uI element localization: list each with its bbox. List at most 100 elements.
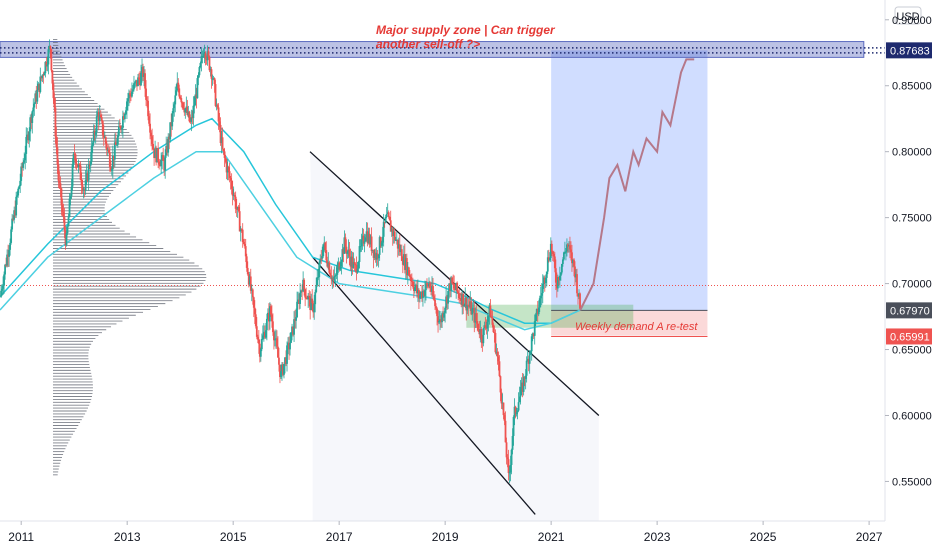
- candle-body: [535, 309, 538, 315]
- candle-body: [339, 266, 342, 270]
- candle-body: [354, 264, 357, 266]
- candle-body: [526, 358, 529, 361]
- candle-body: [289, 342, 291, 350]
- candle-body: [185, 106, 188, 109]
- candle-body: [446, 296, 449, 304]
- y-tick-label: 0.65000: [892, 345, 932, 357]
- candle-body: [412, 286, 415, 291]
- candle-body: [422, 291, 424, 299]
- candle-body: [145, 88, 147, 100]
- candle-body: [572, 259, 574, 264]
- candle-body: [109, 166, 112, 171]
- candle-body: [90, 145, 93, 162]
- candle-body: [445, 296, 448, 308]
- candle-body: [102, 134, 105, 138]
- candle-body: [507, 459, 510, 473]
- candle-body: [381, 236, 384, 243]
- candle-body: [277, 346, 279, 358]
- candle-body: [448, 283, 451, 291]
- candle-body: [51, 70, 54, 84]
- candle-body: [468, 305, 471, 307]
- candle-body: [169, 122, 172, 140]
- candle-body: [372, 249, 375, 258]
- candle-body: [487, 316, 490, 322]
- candle-body: [349, 256, 352, 267]
- candle-body: [18, 186, 21, 189]
- candle-body: [547, 257, 550, 261]
- candle-body: [385, 213, 388, 217]
- candle-body: [490, 316, 493, 318]
- candle-body: [327, 262, 330, 267]
- candle-body: [449, 283, 452, 291]
- candle-body: [430, 288, 432, 292]
- candle-body: [413, 287, 416, 291]
- supply-zone: [0, 41, 865, 58]
- candle-body: [375, 253, 378, 260]
- candle-body: [218, 121, 221, 125]
- candle-body: [404, 258, 407, 270]
- candle-body: [50, 49, 53, 71]
- candle-body: [425, 283, 427, 291]
- candle-body: [343, 237, 346, 254]
- candle-body: [548, 257, 551, 261]
- candle-body: [40, 76, 43, 79]
- candle-body: [346, 251, 349, 254]
- candle-body: [282, 364, 284, 375]
- candle-body: [406, 267, 409, 276]
- x-axis[interactable]: 2011 2013 2015 2017 2019 2021 2023 2025 2027: [8, 521, 883, 544]
- candle-body: [552, 253, 555, 257]
- candle-body: [313, 304, 316, 313]
- y-axis[interactable]: 0.90000 0.85000 0.80000 0.75000 0.70000 0.650…: [885, 15, 932, 489]
- candle-body: [418, 289, 420, 299]
- candle-body: [369, 236, 372, 245]
- candle-body: [171, 113, 174, 127]
- candle-body: [24, 153, 27, 161]
- supply-note-line-2: another sell-off ?>: [376, 37, 480, 51]
- candle-body: [315, 285, 318, 293]
- candle-body: [19, 180, 22, 187]
- candle-body: [166, 146, 169, 153]
- currency-unit-button[interactable]: USD: [894, 6, 922, 25]
- candle-body: [212, 78, 215, 80]
- candle-body: [14, 210, 17, 216]
- candle-body: [534, 314, 537, 322]
- candle-body: [320, 258, 323, 260]
- candle-body: [80, 180, 83, 186]
- moving-average-line: [0, 117, 581, 324]
- candle-body: [221, 137, 224, 149]
- candle-body: [179, 96, 182, 99]
- candle-body: [471, 308, 474, 315]
- candle-body: [356, 268, 359, 273]
- candle-body: [378, 237, 381, 255]
- candle-body: [45, 61, 48, 67]
- candle-body: [408, 275, 411, 277]
- candle-body: [392, 231, 395, 236]
- candle-body: [479, 329, 482, 335]
- candle-body: [243, 243, 246, 247]
- candle-body: [303, 279, 306, 290]
- candle-body: [525, 360, 528, 376]
- currency-unit-label: USD: [896, 11, 919, 23]
- candle-body: [357, 261, 360, 269]
- candle-body: [255, 326, 258, 337]
- levels-layer: [0, 47, 885, 337]
- candle-body: [33, 103, 36, 108]
- candle-body: [556, 277, 559, 289]
- candle-body: [2, 285, 4, 289]
- candle-body: [489, 305, 492, 317]
- candle-body: [54, 107, 57, 137]
- candle-body: [537, 307, 540, 315]
- candle-body: [204, 53, 207, 59]
- candle-body: [414, 285, 417, 288]
- candle-body: [111, 155, 114, 170]
- candle-body: [154, 147, 157, 159]
- candle-body: [519, 386, 522, 397]
- candle-body: [530, 336, 533, 352]
- candle-body: [228, 171, 231, 178]
- candle-body: [399, 249, 402, 253]
- candle-body: [553, 256, 556, 269]
- candle-body: [194, 94, 197, 106]
- candle-body: [351, 256, 354, 268]
- candle-body: [126, 101, 128, 111]
